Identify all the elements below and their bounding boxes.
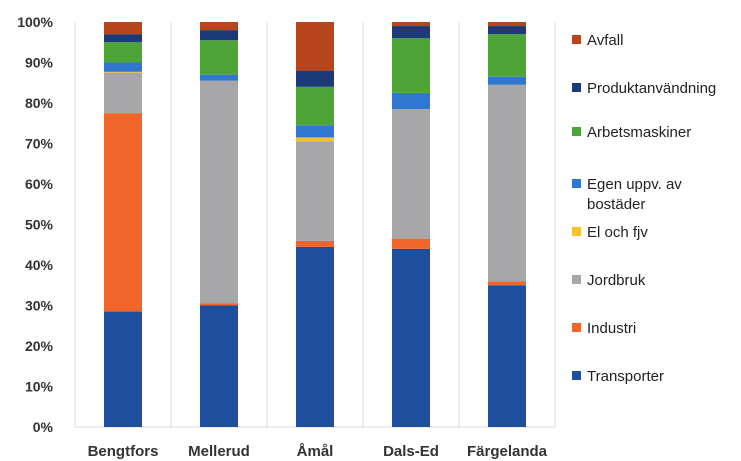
bar-segment-arbetsmaskiner bbox=[392, 38, 430, 93]
bar-segment-jordbruk bbox=[296, 141, 334, 241]
bar-segment-produktanvandning bbox=[488, 26, 526, 35]
y-tick-label: 20% bbox=[25, 338, 54, 354]
bar-segment-egen-uppv-av-bostader bbox=[200, 74, 238, 81]
bars bbox=[104, 22, 526, 427]
legend-swatch bbox=[572, 323, 581, 332]
bar-segment-industri bbox=[104, 113, 142, 312]
legend-label: Avfall bbox=[587, 32, 623, 49]
legend-item-transporter: Transporter bbox=[572, 368, 664, 385]
y-tick-label: 50% bbox=[25, 217, 54, 233]
legend-swatch bbox=[572, 227, 581, 236]
bar-segment-industri bbox=[392, 238, 430, 249]
y-tick-label: 90% bbox=[25, 55, 54, 71]
bar-segment-produktanvandning bbox=[104, 34, 142, 43]
legend: Avfall Produktanvändning Arbetsmaskiner Ege… bbox=[572, 32, 716, 385]
y-tick-label: 0% bbox=[33, 419, 54, 435]
legend-swatch bbox=[572, 35, 581, 44]
bar-segment-transporter bbox=[392, 248, 430, 427]
y-tick-label: 60% bbox=[25, 176, 54, 192]
legend-item-avfall: Avfall bbox=[572, 32, 623, 49]
bar-segment-jordbruk bbox=[488, 84, 526, 282]
y-tick-label: 100% bbox=[17, 14, 53, 30]
bar-segment-transporter bbox=[296, 246, 334, 427]
legend-swatch bbox=[572, 127, 581, 136]
bar-segment-egen-uppv-av-bostader bbox=[296, 125, 334, 138]
bar-segment-avfall bbox=[296, 22, 334, 71]
bar-segment-avfall bbox=[488, 22, 526, 27]
x-tick-label: Färgelanda bbox=[467, 443, 548, 460]
bar-segment-produktanvandning bbox=[296, 70, 334, 87]
bar-segment-arbetsmaskiner bbox=[104, 42, 142, 63]
y-tick-label: 40% bbox=[25, 257, 54, 273]
bar-segment-arbetsmaskiner bbox=[488, 34, 526, 77]
bar-segment-arbetsmaskiner bbox=[296, 86, 334, 126]
bar-segment-avfall bbox=[392, 22, 430, 27]
legend-item-industri: Industri bbox=[572, 320, 636, 337]
x-tick-label: Mellerud bbox=[188, 443, 250, 460]
y-axis: 0% 10% 20% 30% 40% 50% 60% 70% 80% 90% 100% bbox=[17, 14, 53, 435]
x-axis: Bengtfors Mellerud Åmål Dals-Ed Färgelanda bbox=[88, 443, 548, 460]
bar-segment-industri bbox=[488, 281, 526, 286]
legend-swatch bbox=[572, 275, 581, 284]
legend-label: bostäder bbox=[587, 196, 645, 213]
bar-segment-el-och-fjv bbox=[104, 71, 142, 73]
bar-segment-transporter bbox=[104, 311, 142, 427]
legend-item-arbetsmaskiner: Arbetsmaskiner bbox=[572, 124, 691, 141]
y-tick-label: 80% bbox=[25, 95, 54, 111]
bar-segment-egen-uppv-av-bostader bbox=[104, 62, 142, 72]
gridlines bbox=[74, 22, 556, 428]
bar-segment-jordbruk bbox=[104, 72, 142, 114]
bar-segment-transporter bbox=[200, 305, 238, 427]
y-tick-label: 10% bbox=[25, 379, 54, 395]
legend-label: Arbetsmaskiner bbox=[587, 124, 691, 141]
legend-item-el-och-fjv: El och fjv bbox=[572, 224, 648, 241]
legend-item-egen-uppv-av-bostader: Egen uppv. av bostäder bbox=[572, 176, 682, 213]
bar-segment-arbetsmaskiner bbox=[200, 40, 238, 75]
legend-item-produktanvandning: Produktanvändning bbox=[572, 80, 716, 97]
legend-label: Produktanvändning bbox=[587, 80, 716, 97]
bar-segment-el-och-fjv bbox=[296, 137, 334, 142]
x-tick-label: Åmål bbox=[297, 443, 334, 460]
legend-swatch bbox=[572, 83, 581, 92]
y-tick-label: 70% bbox=[25, 136, 54, 152]
y-tick-label: 30% bbox=[25, 298, 54, 314]
bar-segment-industri bbox=[200, 303, 238, 306]
bar-segment-avfall bbox=[200, 22, 238, 31]
bar-segment-produktanvandning bbox=[200, 30, 238, 41]
legend-label: Jordbruk bbox=[587, 272, 646, 289]
bar-segment-avfall bbox=[104, 22, 142, 35]
bar-segment-egen-uppv-av-bostader bbox=[488, 76, 526, 85]
legend-label: El och fjv bbox=[587, 224, 648, 241]
legend-item-jordbruk: Jordbruk bbox=[572, 272, 646, 289]
legend-label: Egen uppv. av bbox=[587, 176, 682, 193]
bar-segment-jordbruk bbox=[392, 109, 430, 239]
x-tick-label: Bengtfors bbox=[88, 443, 159, 460]
bar-segment-produktanvandning bbox=[392, 26, 430, 39]
legend-label: Transporter bbox=[587, 368, 664, 385]
bar-segment-industri bbox=[296, 240, 334, 247]
bar-segment-transporter bbox=[488, 285, 526, 427]
legend-swatch bbox=[572, 371, 581, 380]
x-tick-label: Dals-Ed bbox=[383, 443, 439, 460]
legend-swatch bbox=[572, 179, 581, 188]
bar-segment-egen-uppv-av-bostader bbox=[392, 92, 430, 110]
bar-segment-jordbruk bbox=[200, 80, 238, 304]
legend-label: Industri bbox=[587, 320, 636, 337]
